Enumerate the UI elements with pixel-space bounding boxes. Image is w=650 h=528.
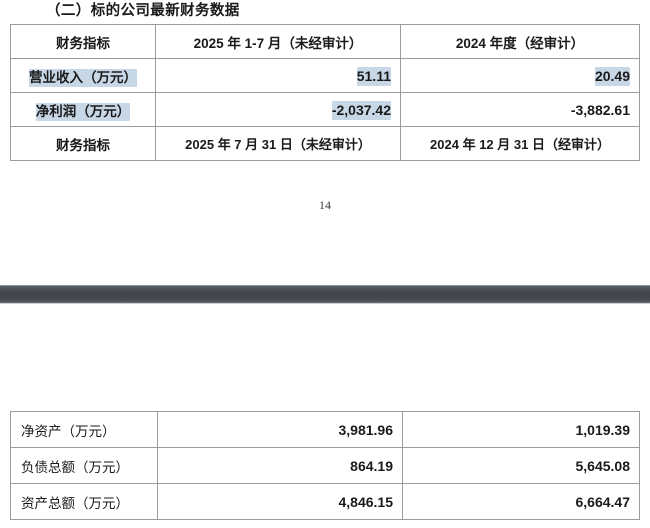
table-row: 资产总额（万元） 4,846.15 6,664.47 [10, 483, 640, 520]
table-row: 负债总额（万元） 864.19 5,645.08 [10, 447, 640, 484]
row-label-metric-footer: 财务指标 [10, 126, 156, 161]
cell-total-liabilities-2024: 5,645.08 [402, 447, 640, 484]
highlighted-text: 净利润（万元） [35, 102, 131, 121]
cell-revenue-2024: 20.49 [400, 58, 640, 93]
table-header-row: 财务指标 2025 年 1-7 月（未经审计） 2024 年度（经审计） [10, 24, 640, 59]
cell-date-2025: 2025 年 7 月 31 日（未经审计） [155, 126, 401, 161]
cell-total-liabilities-2025: 864.19 [157, 447, 403, 484]
cell-revenue-2025: 51.11 [155, 58, 401, 93]
cell-total-assets-2024: 6,664.47 [402, 483, 640, 520]
row-label-total-liabilities: 负债总额（万元） [10, 447, 158, 484]
table-row: 营业收入（万元） 51.11 20.49 [10, 58, 640, 93]
row-label-net-assets: 净资产（万元） [10, 411, 158, 448]
cell-net-assets-2024: 1,019.39 [402, 411, 640, 448]
table-row: 净资产（万元） 3,981.96 1,019.39 [10, 411, 640, 448]
section-heading: （二）标的公司最新财务数据 [46, 3, 240, 19]
cell-net-profit-2024: -3,882.61 [400, 92, 640, 127]
table-row: 净利润（万元） -2,037.42 -3,882.61 [10, 92, 640, 127]
highlighted-value: -2,037.42 [331, 100, 391, 120]
cell-date-2024: 2024 年 12 月 31 日（经审计） [400, 126, 640, 161]
column-header-period-2025: 2025 年 1-7 月（未经审计） [155, 24, 401, 59]
column-header-period-2024: 2024 年度（经审计） [400, 24, 640, 59]
cell-total-assets-2025: 4,846.15 [157, 483, 403, 520]
highlighted-value: 20.49 [594, 66, 630, 86]
highlighted-text: 营业收入（万元） [29, 68, 137, 87]
value-text: -3,882.61 [570, 101, 630, 118]
cell-net-profit-2025: -2,037.42 [155, 92, 401, 127]
table-row: 财务指标 2025 年 7 月 31 日（未经审计） 2024 年 12 月 3… [10, 126, 640, 161]
row-label-net-profit: 净利润（万元） [10, 92, 156, 127]
page-separator-band [0, 285, 650, 304]
column-header-metric: 财务指标 [10, 24, 156, 59]
financial-summary-table: 财务指标 2025 年 1-7 月（未经审计） 2024 年度（经审计） 营业收… [10, 24, 640, 161]
row-label-revenue: 营业收入（万元） [10, 58, 156, 93]
page-number: 14 [319, 198, 331, 212]
cell-net-assets-2025: 3,981.96 [157, 411, 403, 448]
balance-summary-table: 净资产（万元） 3,981.96 1,019.39 负债总额（万元） 864.1… [10, 411, 640, 520]
highlighted-value: 51.11 [356, 66, 391, 86]
row-label-total-assets: 资产总额（万元） [10, 483, 158, 520]
